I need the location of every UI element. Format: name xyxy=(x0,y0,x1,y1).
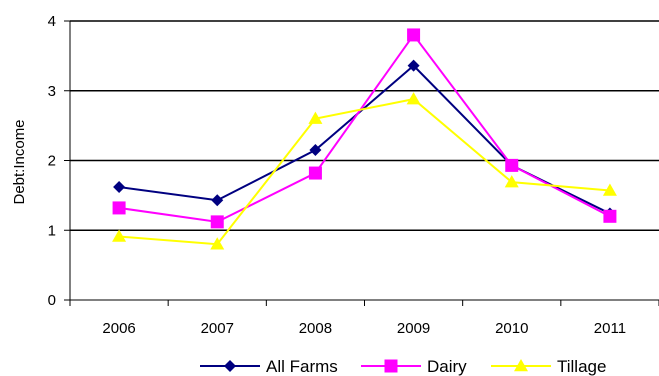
data-point-dairy xyxy=(407,28,421,42)
x-tick-label: 2006 xyxy=(102,320,135,337)
legend-marker xyxy=(384,359,398,373)
data-point-tillage xyxy=(406,92,421,105)
data-point-all-farms xyxy=(407,59,420,72)
x-tick-label: 2010 xyxy=(495,320,528,337)
series-all-farms xyxy=(113,59,616,220)
series-line-tillage xyxy=(119,98,611,246)
data-point-all-farms xyxy=(211,194,224,207)
data-point-dairy xyxy=(308,166,322,180)
y-tick-labels: 0 1 2 3 4 xyxy=(48,13,70,309)
x-tick-label: 2009 xyxy=(397,320,430,337)
legend-item-all-farms: All Farms xyxy=(200,357,338,376)
data-point-all-farms xyxy=(309,144,322,157)
data-point-dairy xyxy=(505,158,519,172)
series-tillage xyxy=(112,92,617,250)
data-point-tillage xyxy=(210,237,225,250)
data-point-tillage xyxy=(504,175,519,188)
x-tick-label: 2008 xyxy=(299,320,332,337)
data-point-all-farms xyxy=(113,181,126,194)
data-point-dairy xyxy=(210,215,224,229)
legend-label: All Farms xyxy=(266,357,338,376)
x-tick-label: 2011 xyxy=(594,320,626,337)
legend-marker xyxy=(514,359,528,372)
data-point-tillage xyxy=(112,229,127,242)
x-tick-label: 2007 xyxy=(201,320,234,337)
gridlines xyxy=(70,20,659,231)
legend-label: Tillage xyxy=(557,357,606,376)
y-axis-label: Debt:Income xyxy=(11,119,28,204)
series-group xyxy=(112,28,617,250)
y-tick-label: 1 xyxy=(48,222,56,239)
legend-marker xyxy=(224,360,236,372)
y-tick-label: 2 xyxy=(48,153,56,170)
y-tick-label: 4 xyxy=(48,13,56,30)
series-dairy xyxy=(112,28,617,229)
x-tick-labels: 2006 2007 2008 2009 2010 2011 xyxy=(69,300,659,337)
legend: All Farms Dairy Tillage xyxy=(200,357,606,376)
legend-item-tillage: Tillage xyxy=(491,357,606,376)
data-point-tillage xyxy=(308,111,323,124)
series-line-dairy xyxy=(118,33,611,223)
data-point-dairy xyxy=(603,209,617,223)
legend-item-dairy: Dairy xyxy=(361,357,467,376)
data-point-dairy xyxy=(112,201,126,215)
series-line-all-farms xyxy=(118,64,611,215)
legend-label: Dairy xyxy=(427,357,467,376)
data-point-tillage xyxy=(602,183,617,196)
y-tick-label: 0 xyxy=(48,292,56,309)
y-tick-label: 3 xyxy=(48,83,56,100)
